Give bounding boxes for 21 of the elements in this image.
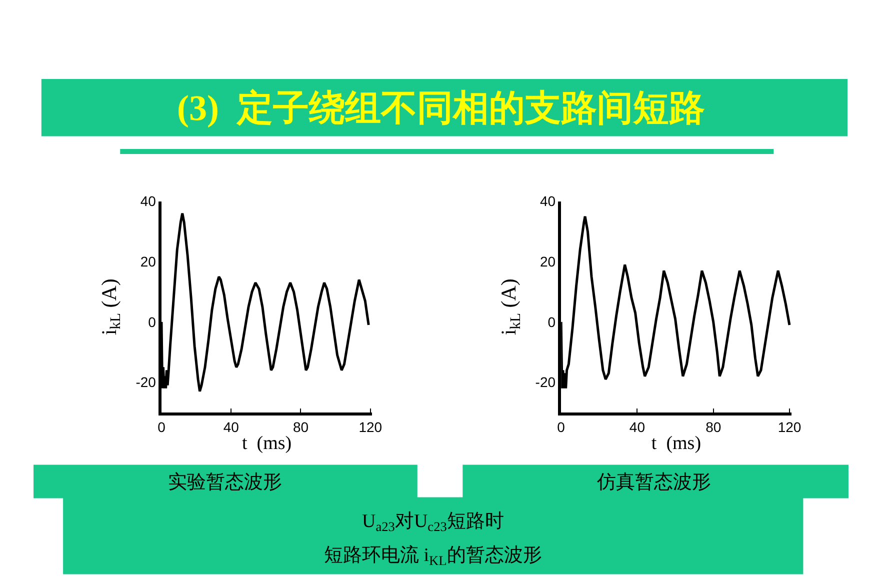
y-tick-label: -20 <box>136 374 156 390</box>
x-tick-label: 40 <box>223 418 240 435</box>
y-tick-label: 20 <box>540 254 556 270</box>
text: 仿真暂态波形 <box>596 472 711 493</box>
y-tick-label: 20 <box>140 254 156 270</box>
y-tick-label: 0 <box>148 314 156 330</box>
text: 短路环电流 i$_{KL}$的暂态波形 <box>324 544 542 568</box>
x-tick-label: 120 <box>778 418 802 435</box>
chart-title: (3) 定子绕组不同相的支路间短路 <box>177 88 705 128</box>
y-tick-label: 40 <box>540 193 556 210</box>
x-tick-label: 40 <box>629 418 646 435</box>
text: U$_{a23}$对U$_{c23}$短路时 <box>362 511 504 534</box>
y-tick-label: 40 <box>140 193 156 210</box>
x-tick-label: 80 <box>706 418 722 435</box>
y-tick-label: -20 <box>535 374 556 390</box>
x-axis-title: t (ms) <box>651 432 702 454</box>
text: 实验暂态波形 <box>168 471 282 493</box>
y-tick-label: 0 <box>548 314 556 330</box>
x-axis-title: t (ms) <box>242 432 292 454</box>
x-tick-label: 80 <box>292 418 309 435</box>
x-tick-label: 120 <box>358 418 382 435</box>
